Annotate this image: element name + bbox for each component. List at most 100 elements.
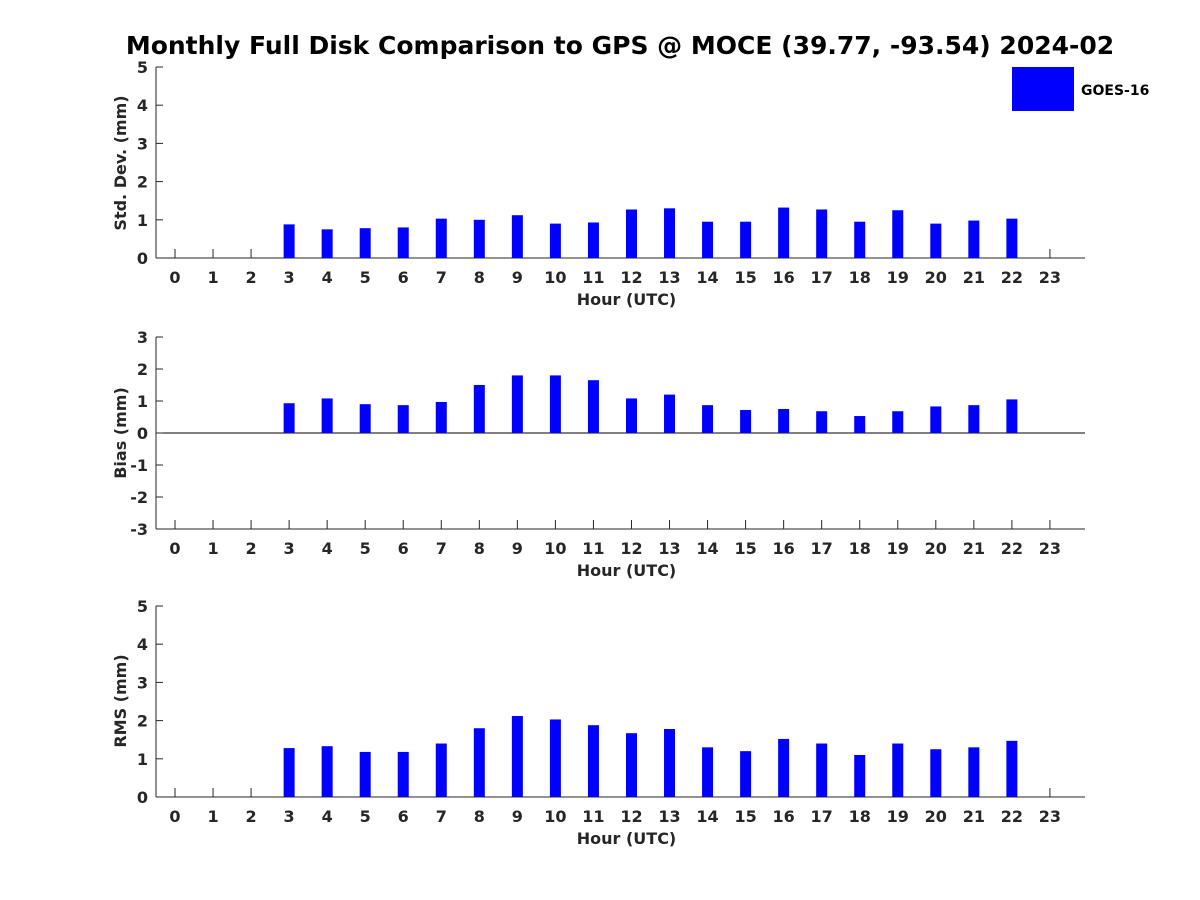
x-tick-label: 21 xyxy=(963,539,985,558)
bar-hour-22 xyxy=(1006,218,1018,258)
bar-hour-10 xyxy=(549,719,561,797)
bar-hour-5 xyxy=(359,404,371,433)
bar-hour-10 xyxy=(549,375,561,433)
x-tick-label: 8 xyxy=(474,539,485,558)
bar-hour-19 xyxy=(892,411,904,433)
bar-hour-14 xyxy=(702,221,714,258)
bar-hour-18 xyxy=(854,221,866,258)
chart-title: Monthly Full Disk Comparison to GPS @ MO… xyxy=(126,31,1114,60)
y-tick-label: 1 xyxy=(137,750,148,769)
bar-hour-4 xyxy=(321,229,333,258)
bar-hour-17 xyxy=(816,209,828,258)
bar-hour-6 xyxy=(397,405,409,433)
x-tick-label: 16 xyxy=(773,807,795,826)
bar-hour-20 xyxy=(930,749,942,797)
x-tick-label: 2 xyxy=(246,539,257,558)
x-tick-label: 14 xyxy=(696,268,718,287)
x-tick-label: 13 xyxy=(658,807,680,826)
x-tick-label: 7 xyxy=(436,539,447,558)
y-tick-label: 0 xyxy=(137,788,148,807)
bar-hour-11 xyxy=(587,380,599,433)
x-tick-label: 12 xyxy=(620,539,642,558)
y-tick-label: 5 xyxy=(137,597,148,616)
x-tick-label: 4 xyxy=(322,539,333,558)
y-tick-label: 4 xyxy=(137,96,148,115)
y-tick-label: 5 xyxy=(137,58,148,77)
x-tick-label: 18 xyxy=(849,807,871,826)
x-tick-label: 17 xyxy=(811,539,833,558)
x-tick-label: 2 xyxy=(246,268,257,287)
x-tick-label: 0 xyxy=(169,268,180,287)
bar-hour-16 xyxy=(778,738,790,797)
x-tick-label: 0 xyxy=(169,807,180,826)
x-tick-label: 21 xyxy=(963,268,985,287)
y-tick-label: 3 xyxy=(137,328,148,347)
bar-hour-3 xyxy=(283,748,295,797)
x-tick-label: 4 xyxy=(322,268,333,287)
x-tick-label: 20 xyxy=(925,807,947,826)
x-axis-label: Hour (UTC) xyxy=(577,561,677,580)
x-tick-label: 6 xyxy=(398,807,409,826)
y-axis-label: RMS (mm) xyxy=(111,654,130,747)
y-tick-label: 0 xyxy=(137,424,148,443)
x-tick-label: 10 xyxy=(544,539,566,558)
bar-hour-14 xyxy=(702,405,714,433)
x-tick-label: 7 xyxy=(436,807,447,826)
x-tick-label: 5 xyxy=(360,807,371,826)
x-tick-label: 10 xyxy=(544,268,566,287)
bar-hour-3 xyxy=(283,224,295,258)
y-tick-label: 1 xyxy=(137,392,148,411)
x-tick-label: 13 xyxy=(658,268,680,287)
bar-hour-7 xyxy=(435,401,447,433)
bar-hour-15 xyxy=(740,409,752,433)
x-tick-label: 6 xyxy=(398,539,409,558)
x-tick-label: 1 xyxy=(207,807,218,826)
bar-hour-20 xyxy=(930,406,942,433)
bar-hour-12 xyxy=(625,209,637,258)
bar-hour-15 xyxy=(740,751,752,797)
x-tick-label: 12 xyxy=(620,807,642,826)
bar-hour-5 xyxy=(359,228,371,258)
x-tick-label: 15 xyxy=(734,539,756,558)
x-tick-label: 22 xyxy=(1001,539,1023,558)
x-tick-label: 19 xyxy=(887,539,909,558)
bar-hour-12 xyxy=(625,733,637,797)
bar-hour-8 xyxy=(473,219,485,258)
x-axis-label: Hour (UTC) xyxy=(577,290,677,309)
bar-hour-13 xyxy=(664,394,676,433)
x-tick-label: 3 xyxy=(284,268,295,287)
x-tick-label: 16 xyxy=(773,268,795,287)
bar-hour-18 xyxy=(854,416,866,433)
bar-hour-14 xyxy=(702,747,714,797)
bar-hour-13 xyxy=(664,729,676,797)
bar-hour-15 xyxy=(740,221,752,258)
bar-hour-9 xyxy=(511,375,523,433)
x-tick-label: 11 xyxy=(582,268,604,287)
x-tick-label: 23 xyxy=(1039,268,1061,287)
bar-hour-20 xyxy=(930,223,942,258)
x-tick-label: 15 xyxy=(734,268,756,287)
x-tick-label: 8 xyxy=(474,807,485,826)
x-tick-label: 1 xyxy=(207,268,218,287)
x-tick-label: 10 xyxy=(544,807,566,826)
x-tick-label: 11 xyxy=(582,539,604,558)
x-tick-label: 14 xyxy=(696,539,718,558)
x-tick-label: 23 xyxy=(1039,807,1061,826)
bar-hour-9 xyxy=(511,716,523,797)
y-axis-label: Std. Dev. (mm) xyxy=(111,95,130,230)
bar-hour-21 xyxy=(968,747,980,797)
y-tick-label: -3 xyxy=(130,520,148,539)
bar-hour-11 xyxy=(587,725,599,797)
x-tick-label: 20 xyxy=(925,268,947,287)
x-tick-label: 17 xyxy=(811,807,833,826)
legend: GOES-16 xyxy=(1012,67,1149,111)
bar-hour-5 xyxy=(359,751,371,797)
bar-hour-22 xyxy=(1006,399,1018,433)
y-tick-label: 0 xyxy=(137,249,148,268)
x-tick-label: 3 xyxy=(284,539,295,558)
x-tick-label: 22 xyxy=(1001,807,1023,826)
bar-hour-4 xyxy=(321,746,333,797)
x-tick-label: 22 xyxy=(1001,268,1023,287)
